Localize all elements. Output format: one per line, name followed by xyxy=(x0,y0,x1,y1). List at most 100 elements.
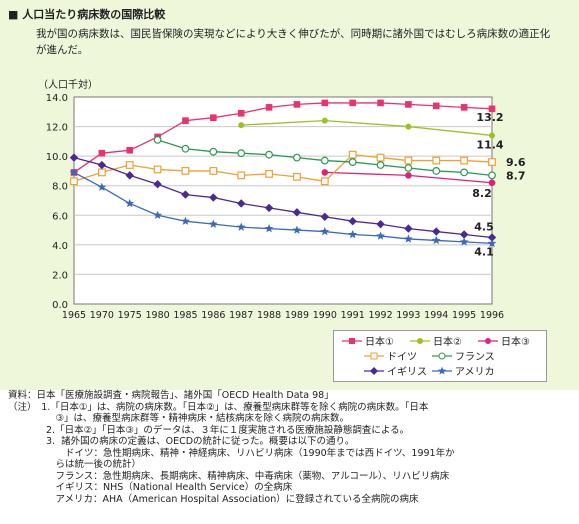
data-point xyxy=(210,114,217,121)
x-tick-label: 1996 xyxy=(480,310,504,321)
data-point xyxy=(404,156,413,165)
x-tick-label: 1988 xyxy=(257,310,281,321)
data-point xyxy=(321,99,329,107)
data-point xyxy=(208,219,218,228)
data-point xyxy=(432,167,441,175)
legend-marker xyxy=(417,338,423,344)
data-point xyxy=(488,171,496,180)
footnotes: 資料：日本「医療施設調査・病院報告」、諸外国「OECD Health Data … xyxy=(8,390,573,505)
data-point xyxy=(487,233,497,242)
legend-label: 日本① xyxy=(365,335,394,348)
data-point xyxy=(125,171,134,180)
x-tick-label: 1989 xyxy=(285,310,309,321)
data-point xyxy=(153,210,162,220)
data-point xyxy=(321,117,328,124)
data-point xyxy=(320,156,329,165)
legend-label: ドイツ xyxy=(387,352,417,363)
footnote-line: （注） 1.「日本①」は、病院の病床数。「日本②」は、療養型病床群等を除く病院の… xyxy=(8,401,429,413)
data-point xyxy=(125,161,134,169)
data-point xyxy=(181,216,190,225)
data-point xyxy=(320,212,329,221)
chart-legend: 日本① 日本② 日本③ ドイツ フランスイギリス アメリカ xyxy=(333,330,547,382)
data-point xyxy=(321,169,329,176)
data-point xyxy=(126,146,134,154)
end-value-label: 4.1 xyxy=(474,245,494,258)
data-point xyxy=(488,105,496,113)
x-tick-label: 1987 xyxy=(229,310,253,321)
data-point xyxy=(182,117,189,124)
x-tick-label: 1980 xyxy=(146,310,170,321)
legend-label: イギリス xyxy=(387,366,427,378)
data-point xyxy=(320,226,330,236)
data-point xyxy=(432,227,441,236)
series-line xyxy=(73,102,493,173)
data-point xyxy=(181,167,190,175)
y-tick-label: 2.0 xyxy=(52,270,68,281)
data-point xyxy=(432,156,441,165)
data-point xyxy=(125,198,135,208)
legend-label: 日本② xyxy=(433,335,462,348)
page-title: ■ 人口当たり病床数の国際比較 xyxy=(8,8,166,21)
data-point xyxy=(209,147,218,156)
data-point xyxy=(376,219,385,229)
data-point xyxy=(404,234,413,243)
data-point xyxy=(70,177,78,186)
data-point xyxy=(404,164,413,172)
data-point xyxy=(348,229,358,239)
legend-label: アメリカ xyxy=(455,366,495,378)
end-value-label: 11.4 xyxy=(476,138,503,151)
data-point xyxy=(97,160,107,170)
legend-marker xyxy=(438,352,446,360)
series-line xyxy=(73,156,493,239)
y-tick-label: 4.0 xyxy=(52,241,68,252)
data-point xyxy=(237,109,245,117)
series-line xyxy=(73,153,493,182)
data-point xyxy=(487,238,497,248)
footnote-line: フランス：急性期病床、長期病床、精神病床、中毒病床（薬物、アルコール）、リハビリ… xyxy=(8,470,450,482)
legend-marker xyxy=(485,338,491,344)
data-point xyxy=(460,156,469,165)
end-value-label: 8.2 xyxy=(472,187,492,200)
data-point xyxy=(488,179,496,187)
data-point xyxy=(292,225,302,234)
series-line xyxy=(73,171,493,245)
data-point xyxy=(69,153,79,162)
line-chart: 0.0 2.0 4.0 6.0 8.0 10.0 12.0 14.0 （人口千対） 1965 197… xyxy=(38,78,526,321)
data-point xyxy=(348,150,357,159)
data-point xyxy=(238,122,245,129)
data-point xyxy=(460,104,468,111)
intro-text: 我が国の病床数は、国民皆保険の実現などにより大きく伸びたが、同時期に諸外国ではむ… xyxy=(36,28,551,56)
data-point xyxy=(181,144,190,153)
legend-marker xyxy=(437,366,447,375)
x-tick-label: 1994 xyxy=(424,310,448,321)
x-tick-label: 1970 xyxy=(90,310,114,321)
data-point xyxy=(98,149,106,157)
end-value-label: 8.7 xyxy=(506,169,526,182)
x-tick-label: 1991 xyxy=(341,310,365,321)
data-point xyxy=(488,158,496,166)
data-point xyxy=(432,102,440,110)
legend-label: フランス xyxy=(455,351,495,363)
x-tick-label: 1993 xyxy=(396,310,420,321)
data-point xyxy=(348,158,357,166)
data-point xyxy=(265,150,273,159)
data-point xyxy=(265,104,273,111)
data-point xyxy=(349,99,356,107)
y-tick-label: 8.0 xyxy=(52,182,68,193)
data-point xyxy=(237,171,246,180)
plot-area xyxy=(73,96,493,305)
data-point xyxy=(264,203,274,213)
series-line xyxy=(241,120,493,137)
data-point xyxy=(97,182,107,191)
data-point xyxy=(405,101,412,108)
legend-label: 日本③ xyxy=(501,335,530,348)
footnote-line: アメリカ：AHA（American Hospital Association）に… xyxy=(8,493,419,505)
footnote-line: 資料：日本「医療施設調査・病院報告」、諸外国「OECD Health Data … xyxy=(8,390,334,401)
data-point xyxy=(376,231,385,240)
footnote-line: イギリス：NHS（National Health Service）の全病床 xyxy=(8,482,293,493)
end-value-label: 4.5 xyxy=(474,220,494,233)
data-point xyxy=(293,153,301,162)
data-point xyxy=(209,193,218,202)
data-point xyxy=(153,180,162,189)
